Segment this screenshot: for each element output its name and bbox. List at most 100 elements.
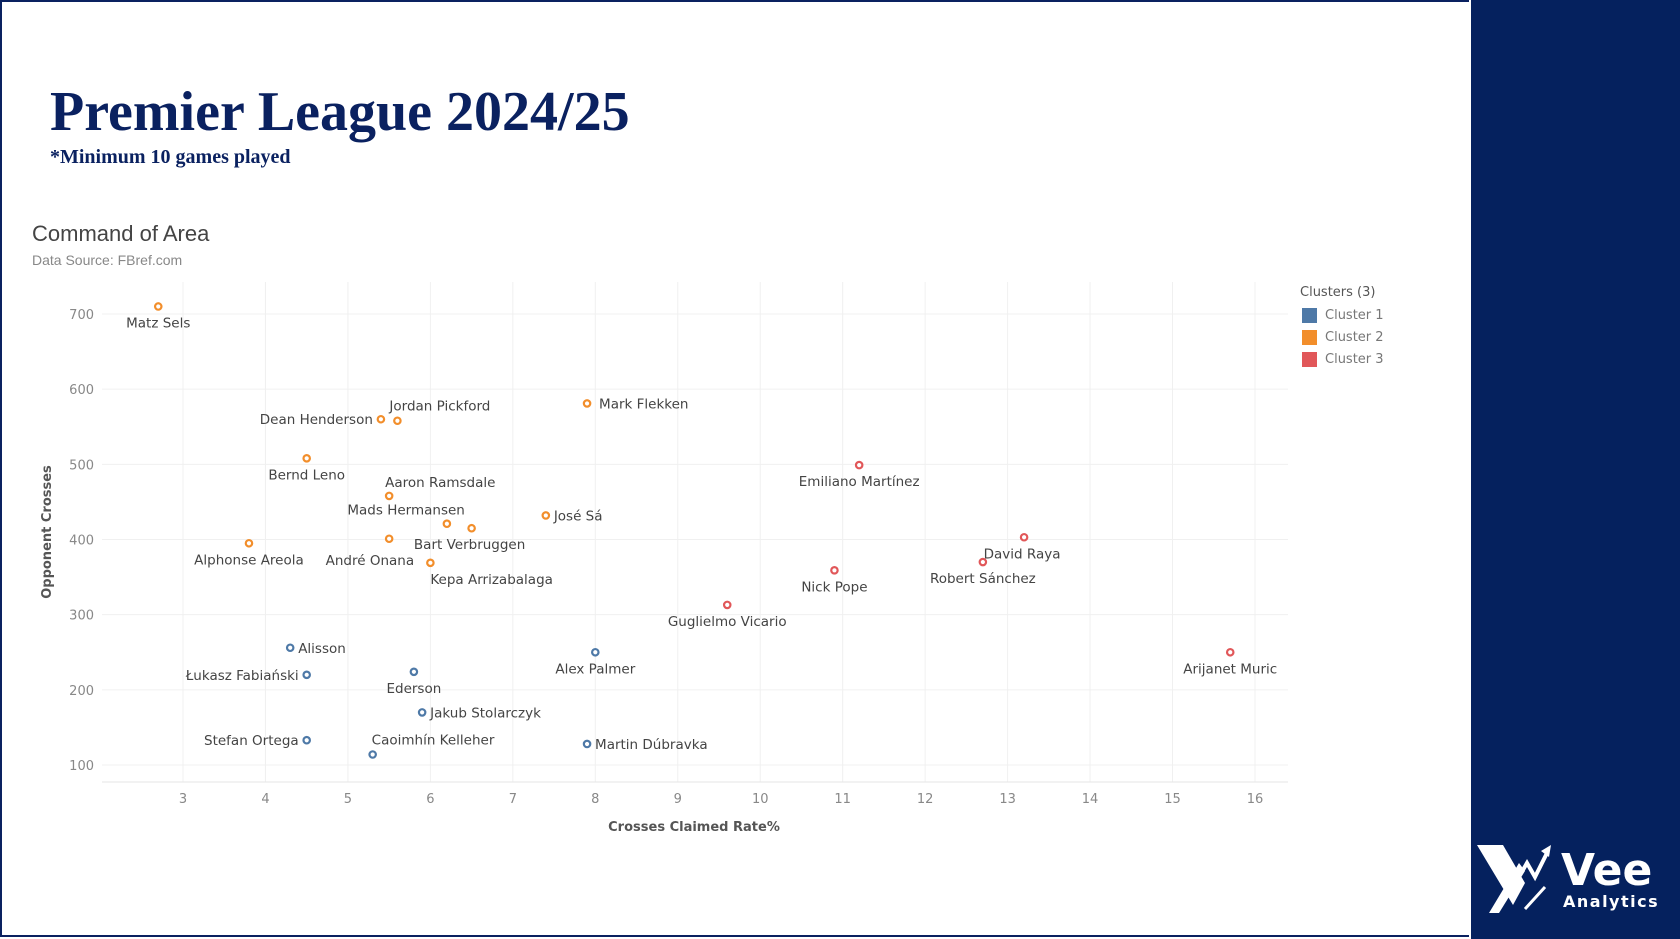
slide-frame bbox=[0, 0, 1469, 937]
point-label: Alphonse Areola bbox=[194, 552, 304, 568]
y-tick-label: 600 bbox=[69, 383, 94, 398]
data-point bbox=[376, 414, 386, 424]
x-axis-label: Crosses Claimed Rate% bbox=[608, 820, 780, 835]
page-title: Premier League 2024/25 bbox=[50, 81, 630, 143]
point-label: Stefan Ortega bbox=[204, 733, 299, 749]
point-label: Bernd Leno bbox=[268, 467, 345, 483]
point-label: Nick Pope bbox=[801, 579, 867, 595]
x-tick-label: 15 bbox=[1164, 792, 1181, 807]
point-label: Dean Henderson bbox=[260, 412, 373, 428]
data-point bbox=[467, 523, 476, 533]
point-label: David Raya bbox=[984, 546, 1061, 562]
point-label: José Sá bbox=[553, 508, 603, 524]
x-tick-label: 9 bbox=[674, 792, 682, 807]
point-label: Ederson bbox=[386, 681, 441, 697]
point-label: André Onana bbox=[326, 553, 415, 569]
data-point bbox=[830, 566, 839, 575]
data-point bbox=[368, 750, 377, 759]
point-label: Arijanet Muric bbox=[1183, 661, 1277, 677]
legend-swatch bbox=[1302, 307, 1317, 323]
logo-arrow-icon bbox=[1511, 852, 1549, 889]
scatter-chart: 3 4 5 6 7 8 9 10 11 12 13 14 15 16 100 200 300 400 500 600 7… bbox=[40, 282, 1288, 835]
data-point bbox=[409, 667, 419, 677]
y-tick-label: 400 bbox=[69, 534, 94, 549]
point-label: Caoimhín Kelleher bbox=[372, 732, 495, 748]
x-tick-label: 6 bbox=[426, 792, 434, 807]
data-point bbox=[393, 416, 402, 426]
point-label: Łukasz Fabiański bbox=[185, 668, 299, 684]
legend-swatch bbox=[1302, 329, 1317, 345]
point-label: Mark Flekken bbox=[599, 396, 688, 412]
data-point bbox=[384, 491, 394, 501]
point-label: Mads Hermansen bbox=[347, 503, 464, 519]
x-tick-label: 5 bbox=[344, 792, 352, 807]
point-label: Guglielmo Vicario bbox=[668, 614, 787, 630]
legend-label: Cluster 3 bbox=[1325, 351, 1384, 367]
y-tick-label: 300 bbox=[69, 609, 94, 624]
x-tick-label: 13 bbox=[999, 792, 1016, 807]
data-point bbox=[285, 643, 295, 653]
chart-source: Data Source: FBref.com bbox=[32, 252, 183, 268]
data-point bbox=[244, 538, 254, 548]
axis-ticks: 3 4 5 6 7 8 9 10 11 12 13 14 15 16 100 200 300 400 500 600 7… bbox=[69, 308, 1263, 807]
x-tick-label: 8 bbox=[591, 792, 599, 807]
point-label: Alex Palmer bbox=[555, 661, 635, 677]
legend-title: Clusters (3) bbox=[1300, 285, 1376, 300]
data-point bbox=[978, 557, 988, 567]
x-tick-label: 7 bbox=[509, 792, 517, 807]
y-axis-label: Opponent Crosses bbox=[40, 465, 55, 599]
data-point bbox=[1225, 647, 1235, 657]
y-tick-label: 100 bbox=[69, 759, 94, 774]
legend-item-cluster-2[interactable]: Cluster 2 bbox=[1300, 326, 1384, 348]
data-point bbox=[302, 454, 311, 463]
legend-swatch bbox=[1302, 351, 1317, 367]
point-label: Emiliano Martínez bbox=[799, 474, 920, 490]
x-tick-label: 16 bbox=[1247, 792, 1264, 807]
x-tick-label: 12 bbox=[917, 792, 934, 807]
data-point bbox=[582, 739, 592, 749]
legend-label: Cluster 2 bbox=[1325, 329, 1384, 345]
legend-label: Cluster 1 bbox=[1325, 307, 1384, 323]
point-label: Jakub Stolarczyk bbox=[429, 705, 541, 721]
point-label: Jordan Pickford bbox=[388, 399, 490, 415]
logo-name: Vee bbox=[1561, 845, 1652, 896]
data-point bbox=[590, 647, 600, 657]
y-tick-label: 700 bbox=[69, 308, 94, 323]
legend-item-cluster-3[interactable]: Cluster 3 bbox=[1300, 348, 1384, 370]
logo-mark-line bbox=[1523, 885, 1547, 911]
y-tick-label: 500 bbox=[69, 458, 94, 473]
data-point bbox=[582, 399, 592, 408]
data-point bbox=[1019, 532, 1029, 542]
points: Matz Sels Jordan Pickford Dean Henderson Ma… bbox=[126, 302, 1277, 759]
x-tick-label: 14 bbox=[1082, 792, 1099, 807]
y-tick-label: 200 bbox=[69, 684, 94, 699]
data-point bbox=[302, 735, 311, 745]
x-tick-label: 11 bbox=[834, 792, 851, 807]
data-point bbox=[417, 708, 427, 717]
legend-item-cluster-1[interactable]: Cluster 1 bbox=[1300, 304, 1384, 326]
logo-tagline: Analytics bbox=[1563, 892, 1659, 911]
x-tick-label: 10 bbox=[752, 792, 769, 807]
data-point bbox=[541, 511, 551, 520]
data-point bbox=[854, 460, 864, 470]
chart-title: Command of Area bbox=[32, 221, 210, 246]
logo-mark-stroke bbox=[1489, 863, 1525, 913]
logo-arrowhead bbox=[1541, 845, 1551, 857]
data-point bbox=[442, 519, 452, 529]
point-label: Martin Dúbravka bbox=[595, 737, 708, 753]
data-point bbox=[426, 558, 435, 568]
brand-sidebar bbox=[1471, 0, 1680, 939]
point-label: Aaron Ramsdale bbox=[385, 475, 495, 491]
data-point bbox=[722, 600, 732, 610]
x-tick-label: 3 bbox=[179, 792, 187, 807]
point-label: Kepa Arrizabalaga bbox=[430, 572, 553, 588]
point-label: Robert Sánchez bbox=[930, 571, 1036, 587]
data-point bbox=[153, 302, 163, 311]
point-label: Bart Verbruggen bbox=[414, 537, 525, 553]
data-point bbox=[302, 670, 311, 680]
x-tick-label: 4 bbox=[261, 792, 269, 807]
grid bbox=[102, 282, 1288, 783]
legend: Clusters (3) Cluster 1 Cluster 2 Cluster… bbox=[1300, 285, 1384, 370]
point-label: Alisson bbox=[298, 641, 346, 657]
data-point bbox=[384, 534, 394, 544]
